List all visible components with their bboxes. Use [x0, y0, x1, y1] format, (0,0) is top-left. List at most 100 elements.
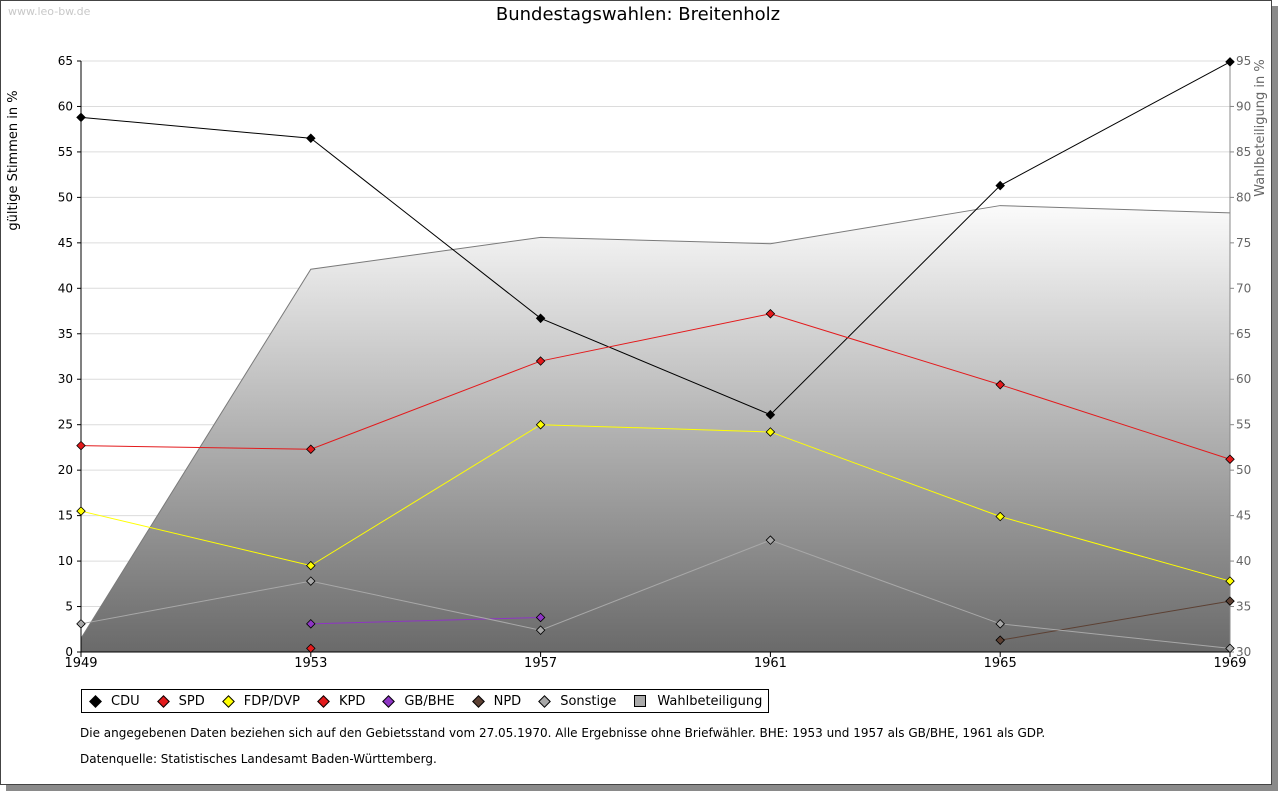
legend-label: NPD: [493, 693, 522, 709]
data-point-sonstige: [995, 619, 1005, 629]
series-line-npd: [1000, 600, 1231, 641]
legend-marker-fdp-dvp: [221, 694, 235, 708]
series-line-cdu: [80, 61, 1231, 416]
legend-label: CDU: [111, 693, 140, 709]
data-point-sonstige: [535, 625, 546, 635]
y2-tick-label: 60: [1236, 372, 1251, 386]
chart-legend: CDU SPD FDP/DVP KPD GB/BHE NPD Sonstige Wahlbet…: [81, 689, 770, 713]
legend-item-fdp-dvp: FDP/DVP: [221, 694, 300, 709]
watermark: www.leo-bw.de: [8, 5, 91, 18]
y2-tick-label: 45: [1236, 509, 1251, 523]
legend-swatch-wahlbeteiligung: [634, 695, 647, 707]
x-tick-label: 1957: [524, 656, 557, 671]
series-line-gb-bhe: [310, 616, 541, 625]
y-tick-label: 50: [58, 190, 73, 204]
data-point-sonstige: [1225, 643, 1235, 654]
y-tick-label: 15: [58, 509, 73, 523]
y-axis-label: gültige Stimmen in %: [6, 90, 21, 230]
y-tick-label: 40: [58, 281, 73, 295]
data-point-kpd: [306, 643, 316, 654]
legend-label: Wahlbeteiligung: [657, 693, 763, 709]
legend-marker-cdu: [89, 694, 102, 708]
data-point-cdu: [765, 409, 776, 420]
legend-marker-npd: [471, 694, 485, 708]
y2-tick-label: 90: [1236, 99, 1251, 113]
y2-tick-label: 65: [1236, 327, 1251, 341]
y2-tick-label: 30: [1236, 645, 1251, 659]
y-tick-label: 10: [58, 554, 73, 568]
y2-tick-label: 70: [1236, 281, 1251, 295]
legend-item-spd: SPD: [156, 694, 205, 709]
y2-tick-label: 85: [1236, 145, 1251, 159]
data-point-sonstige: [306, 576, 316, 586]
legend-label: GB/BHE: [404, 693, 455, 709]
data-point-npd: [995, 635, 1005, 645]
data-point-sonstige: [76, 619, 86, 629]
legend-item-npd: NPD: [471, 693, 522, 709]
data-point-spd: [306, 444, 316, 455]
legend-item-wahlbeteiligung: Wahlbeteiligung: [632, 694, 762, 709]
y2-tick-label: 40: [1236, 554, 1251, 568]
data-point-cdu: [1225, 57, 1235, 67]
legend-item-sonstige: Sonstige: [537, 694, 616, 709]
data-point-spd: [765, 309, 776, 319]
y-tick-label: 5: [65, 600, 73, 614]
legend-marker-sonstige: [538, 694, 552, 708]
data-point-cdu: [306, 133, 316, 144]
legend-marker-kpd: [317, 694, 330, 708]
data-point-spd: [1225, 454, 1235, 465]
x-tick-label: 1953: [294, 656, 327, 671]
data-point-cdu: [535, 313, 546, 324]
data-point-gb-bhe: [306, 619, 316, 629]
x-tick-label: 1961: [754, 656, 787, 671]
legend-item-gb-bhe: GB/BHE: [381, 693, 455, 709]
y-tick-label: 20: [58, 463, 73, 477]
y-tick-label: 30: [58, 372, 73, 386]
y2-tick-label: 35: [1236, 600, 1251, 614]
legend-item-kpd: KPD: [316, 694, 365, 709]
y-tick-label: 55: [58, 145, 73, 159]
legend-label: Sonstige: [560, 693, 617, 709]
data-point-npd: [1225, 596, 1235, 606]
y-tick-label: 45: [58, 236, 73, 250]
data-point-sonstige: [765, 535, 776, 545]
y2-tick-label: 55: [1236, 418, 1251, 432]
y2-tick-label: 80: [1236, 190, 1251, 204]
y-tick-label: 60: [58, 99, 73, 113]
data-point-spd: [995, 379, 1005, 390]
legend-label: FDP/DVP: [243, 693, 300, 709]
data-point-fdp-dvp: [1225, 576, 1235, 586]
legend-item-cdu: CDU: [88, 694, 140, 709]
data-point-spd: [535, 356, 546, 366]
chart-plot: 0 5 10 15 20 25 30 35 40 45 50 55 60 65 30 35 40 45 50 55 60…: [6, 54, 1268, 671]
legend-label: KPD: [338, 693, 366, 709]
series-line-sonstige: [80, 539, 1231, 649]
x-tick-label: 1965: [984, 656, 1017, 671]
legend-marker-spd: [156, 694, 170, 708]
data-point-fdp-dvp: [995, 511, 1005, 522]
y2-axis-label: Wahlbeteiligung in %: [1253, 59, 1268, 196]
data-point-cdu: [995, 180, 1005, 191]
legend-marker-gb-bhe: [382, 694, 396, 708]
chart-title: Bundestagswahlen: Breitenholz: [495, 4, 781, 25]
y-tick-label: 35: [58, 327, 73, 341]
turnout-line: [80, 205, 1231, 639]
y2-tick-label: 95: [1236, 54, 1251, 68]
legend-label: SPD: [178, 693, 205, 709]
data-point-spd: [76, 440, 86, 451]
y2-tick-label: 75: [1236, 236, 1251, 250]
data-point-fdp-dvp: [765, 427, 776, 437]
data-point-fdp-dvp: [76, 506, 86, 516]
y-tick-label: 0: [65, 645, 73, 659]
series-line-spd: [80, 313, 1231, 460]
y-tick-label: 25: [58, 418, 73, 432]
footnote: Die angegebenen Daten beziehen sich auf …: [80, 726, 1046, 740]
y2-tick-label: 50: [1236, 463, 1251, 477]
x-tick-label: 1949: [64, 656, 97, 671]
data-point-fdp-dvp: [535, 419, 546, 430]
series-line-fdp-dvp: [80, 424, 1231, 582]
y-tick-label: 65: [58, 54, 73, 68]
data-point-fdp-dvp: [306, 560, 316, 571]
data-point-cdu: [76, 112, 86, 123]
data-source: Datenquelle: Statistisches Landesamt Bad…: [80, 752, 437, 766]
